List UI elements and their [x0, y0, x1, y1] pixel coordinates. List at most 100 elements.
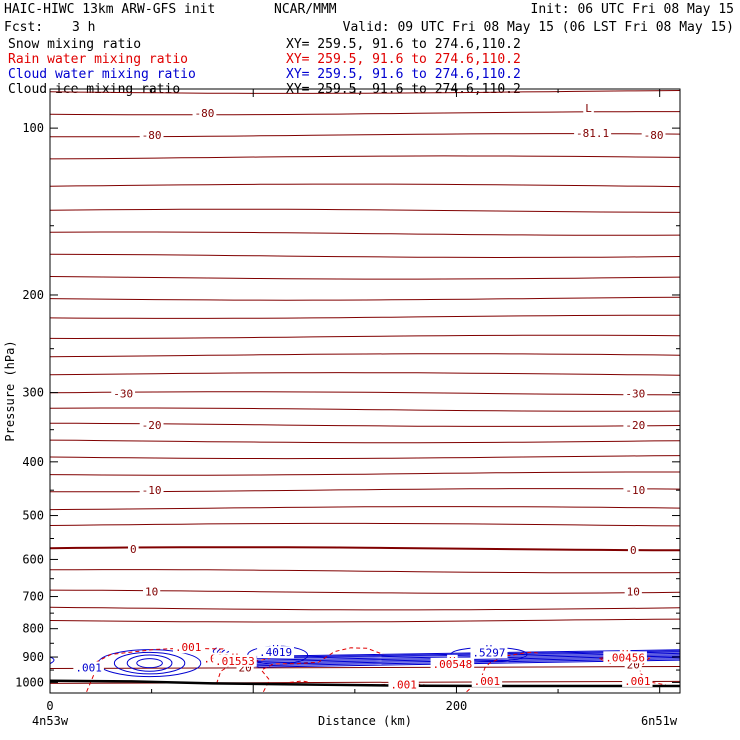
y-tick-label: 200 — [22, 288, 44, 302]
temperature-label: 0 — [630, 544, 637, 557]
temperature-label: -80 — [142, 129, 162, 142]
header-title: HAIC-HIWC 13km ARW-GFS init — [4, 2, 215, 17]
isotherm-line — [49, 439, 681, 444]
y-tick-label: 700 — [22, 590, 44, 604]
x-axis-label: Distance (km) — [318, 714, 412, 728]
y-tick-label: 400 — [22, 455, 44, 469]
isotherm-line — [49, 296, 681, 301]
temperature-label: -80 — [644, 129, 664, 142]
isotherm-line — [49, 111, 680, 116]
header-valid: Valid: 09 UTC Fri 08 May 15 (06 LST Fri … — [343, 20, 734, 35]
header-producer: NCAR/MMM — [274, 2, 337, 17]
isotherm-line — [49, 155, 681, 160]
field-snow-xy: XY= 259.5, 91.6 to 274.6,110.2 — [286, 37, 521, 52]
rain-label-bg — [471, 674, 503, 687]
rain-label-bg — [622, 674, 653, 687]
field-cloudwater-xy: XY= 259.5, 91.6 to 274.6,110.2 — [286, 67, 521, 82]
isotherm-line — [49, 522, 681, 527]
rain-label: .001 — [175, 641, 202, 654]
temperature-label-bg — [623, 387, 648, 400]
isotherm-line — [49, 90, 681, 94]
temperature-label-bg — [574, 126, 612, 139]
maximum-value: .5297 — [472, 646, 505, 659]
rain-label-bg — [388, 678, 419, 691]
temperature-label-bg — [139, 418, 164, 431]
y-axis-label: Pressure (hPa) — [3, 340, 17, 441]
x-axis-ticks: 0 200 — [46, 89, 661, 713]
y-tick-label: 800 — [22, 622, 44, 636]
temperature-label: 10 — [627, 586, 640, 599]
header-init: Init: 06 UTC Fri 08 May 15 — [531, 2, 735, 17]
x-tick-label: 0 — [46, 699, 53, 713]
temperature-label: -30 — [625, 387, 645, 400]
isotherm-line — [49, 253, 681, 259]
x-tick-label: 200 — [446, 699, 468, 713]
temperature-label-bg — [641, 129, 666, 142]
temperature-label: -10 — [625, 484, 645, 497]
isotherm-line — [49, 183, 681, 188]
temperature-label: 10 — [145, 586, 158, 599]
isotherm-line — [49, 208, 681, 213]
rain-label: .001 — [624, 675, 651, 688]
maximum-value-bg — [257, 646, 295, 659]
isotherm-line — [49, 506, 681, 511]
maximum-value: .01553 — [215, 655, 255, 668]
temperature-label-bg — [623, 484, 648, 497]
maximum-value-bg — [430, 657, 475, 670]
temperature-label: -80 — [195, 107, 215, 120]
isotherm-line — [49, 391, 681, 396]
plot-frame — [49, 88, 681, 694]
minimum-symbol-bg — [583, 102, 594, 115]
rain-water-contour — [466, 651, 538, 693]
temperature-label-bg — [111, 387, 136, 400]
isotherm-line — [49, 353, 681, 358]
isotherm-line — [49, 407, 681, 412]
rain-water-contour — [216, 657, 270, 684]
field-snow-name: Snow mixing ratio — [8, 37, 141, 52]
field-rain-name: Rain water mixing ratio — [8, 52, 188, 67]
maximum-value: .00456 — [605, 651, 645, 664]
maximum-value: .4019 — [259, 646, 292, 659]
temperature-label-bg — [624, 585, 642, 598]
temperature-label-bg — [143, 585, 161, 598]
rain-water-contour — [289, 680, 311, 683]
maximum-value-bg — [470, 646, 508, 659]
field-cloudwater-name: Cloud water mixing ratio — [8, 67, 196, 82]
cloud-water-contour — [136, 658, 163, 669]
cloud-water-contour — [49, 656, 55, 665]
header-fcst-label: Fcst: — [4, 20, 43, 35]
temperature-label: -30 — [113, 387, 133, 400]
terrain-surface — [49, 679, 680, 688]
y-tick-label: 300 — [22, 386, 44, 400]
isotherm-line — [49, 618, 681, 623]
rain-label-bg — [172, 641, 204, 654]
cloud-water-contour — [113, 651, 186, 675]
maximum-value-bg — [603, 651, 647, 664]
temperature-label-bg — [627, 544, 639, 557]
rain-water-contour — [260, 647, 384, 693]
maximum-value-bg — [213, 654, 257, 667]
isotherm-line — [49, 372, 681, 376]
y-tick-label: 900 — [22, 650, 44, 664]
minimum-symbol: L — [585, 102, 592, 115]
y-tick-label: 500 — [22, 509, 44, 523]
temperature-label: -20 — [142, 419, 162, 432]
x-start-label: 4n53w — [32, 714, 69, 728]
isotherm-line — [49, 334, 681, 340]
temperature-label-bg — [139, 484, 164, 497]
rain-label: .001 — [474, 675, 501, 688]
isotherm-line — [49, 569, 681, 574]
rain-label: .001 — [390, 679, 417, 692]
cloud-water-label: .001 — [75, 662, 102, 675]
y-tick-label: 1000 — [15, 675, 44, 689]
isotherm-line — [49, 666, 681, 670]
header-fcst-value: 3 h — [72, 20, 95, 35]
isotherm-line — [49, 314, 680, 319]
isotherm-line — [49, 276, 681, 280]
isotherm-line — [49, 455, 681, 460]
field-rain-xy: XY= 259.5, 91.6 to 274.6,110.2 — [286, 52, 521, 67]
temperature-label: -10 — [142, 484, 162, 497]
cloud-water-contour — [126, 654, 173, 672]
